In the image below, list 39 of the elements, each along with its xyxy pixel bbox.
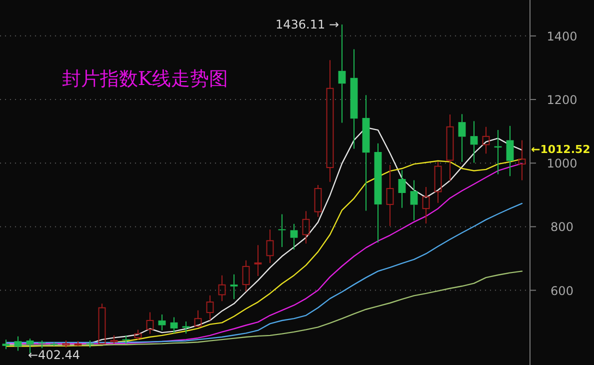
candlestick	[422, 186, 430, 224]
candlestick	[290, 223, 298, 250]
candlestick	[470, 120, 478, 164]
candlestick	[446, 114, 454, 182]
y-tick-label: 1000	[546, 156, 578, 171]
candlestick	[86, 340, 94, 348]
candlestick	[218, 274, 226, 302]
text: ←1012.52	[531, 143, 590, 156]
text: 封片指数K线走势图	[62, 68, 228, 90]
candlestick	[122, 334, 130, 344]
candlestick	[170, 316, 178, 334]
candlestick	[338, 24, 346, 124]
candlestick	[14, 336, 22, 352]
candlestick	[2, 339, 10, 350]
candlestick	[254, 244, 262, 276]
candlestick	[458, 114, 466, 162]
candlestick	[38, 340, 46, 349]
candlestick	[518, 140, 526, 181]
candlestick	[386, 164, 394, 227]
candlestick	[182, 320, 190, 334]
y-tick-label: 1400	[546, 29, 578, 44]
annotation: 1436.11 →	[276, 17, 339, 32]
candlestick	[326, 60, 334, 182]
y-tick-label: 800	[550, 220, 574, 234]
candlestick	[410, 180, 418, 221]
y-tick-label: 1200	[546, 93, 578, 108]
y-tick-label: 600	[550, 284, 574, 298]
candlestick	[482, 126, 490, 154]
candlestick	[398, 170, 406, 208]
candlestick	[278, 214, 286, 248]
candlestick	[266, 229, 274, 264]
candlestick	[230, 274, 238, 300]
candlestick	[350, 48, 358, 150]
candlestick	[506, 125, 514, 177]
candlestick	[374, 142, 382, 244]
annotation: ←402.44	[28, 348, 80, 362]
candlestick	[302, 210, 310, 244]
candlestick	[158, 314, 166, 331]
candlestick	[362, 94, 370, 212]
